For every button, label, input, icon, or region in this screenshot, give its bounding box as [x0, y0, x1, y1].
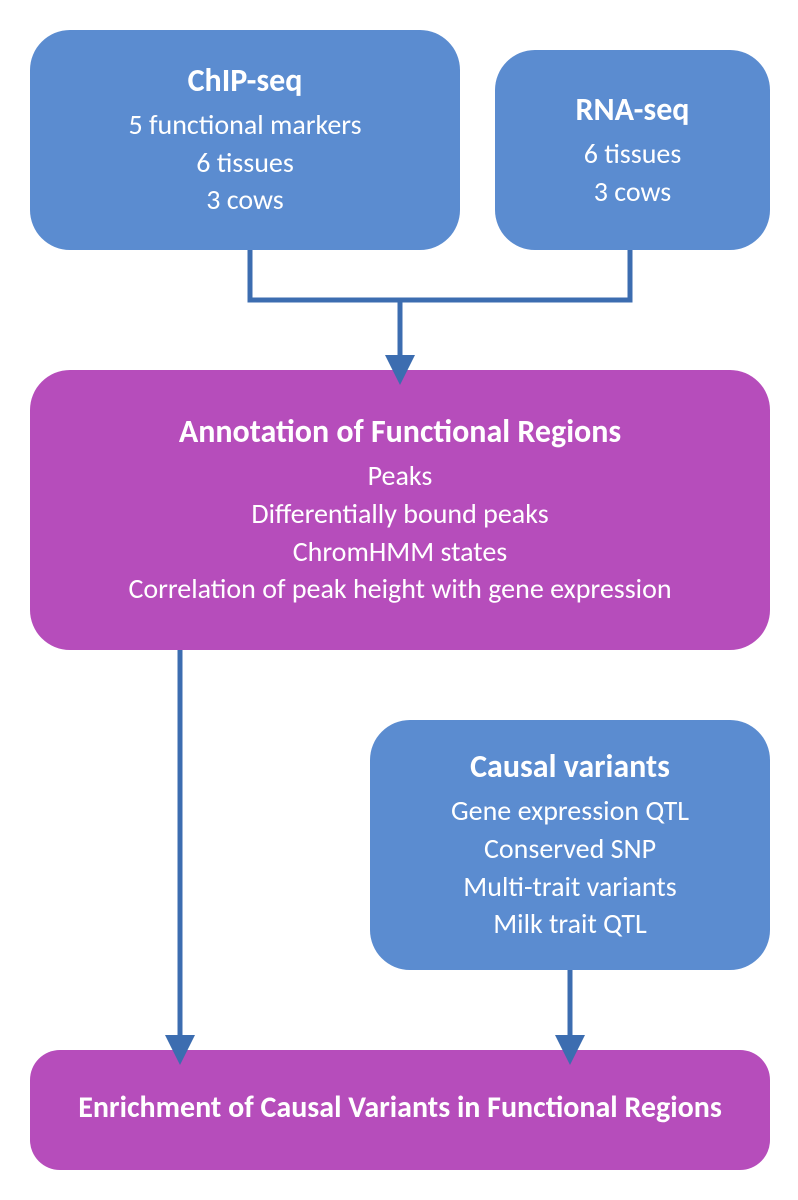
node-annotation-title: Annotation of Functional Regions — [179, 412, 621, 451]
node-rnaseq-line: 6 tissues — [584, 135, 682, 173]
node-causal-line: Conserved SNP — [484, 830, 656, 868]
node-causal-line: Milk trait QTL — [493, 905, 647, 943]
node-chipseq-title: ChIP-seq — [188, 61, 303, 100]
node-rnaseq: RNA-seq 6 tissues 3 cows — [495, 50, 770, 250]
flowchart-canvas: ChIP-seq 5 functional markers 6 tissues … — [0, 0, 798, 1200]
node-annotation-line: ChromHMM states — [293, 533, 508, 571]
node-causal-title: Causal variants — [470, 747, 670, 786]
node-enrichment-title: Enrichment of Causal Variants in Functio… — [78, 1089, 722, 1126]
node-annotation-line: Correlation of peak height with gene exp… — [128, 570, 671, 608]
node-causal-line: Multi-trait variants — [463, 868, 676, 906]
node-causal-line: Gene expression QTL — [451, 792, 689, 830]
node-annotation: Annotation of Functional Regions Peaks D… — [30, 370, 770, 650]
node-chipseq: ChIP-seq 5 functional markers 6 tissues … — [30, 30, 460, 250]
node-enrichment: Enrichment of Causal Variants in Functio… — [30, 1050, 770, 1170]
node-annotation-line: Differentially bound peaks — [251, 495, 548, 533]
node-rnaseq-line: 3 cows — [594, 173, 672, 211]
node-chipseq-line: 3 cows — [206, 181, 284, 219]
node-chipseq-line: 5 functional markers — [128, 106, 361, 144]
node-annotation-line: Peaks — [368, 457, 433, 495]
node-causal: Causal variants Gene expression QTL Cons… — [370, 720, 770, 970]
node-chipseq-line: 6 tissues — [196, 144, 294, 182]
node-rnaseq-title: RNA-seq — [576, 90, 690, 129]
